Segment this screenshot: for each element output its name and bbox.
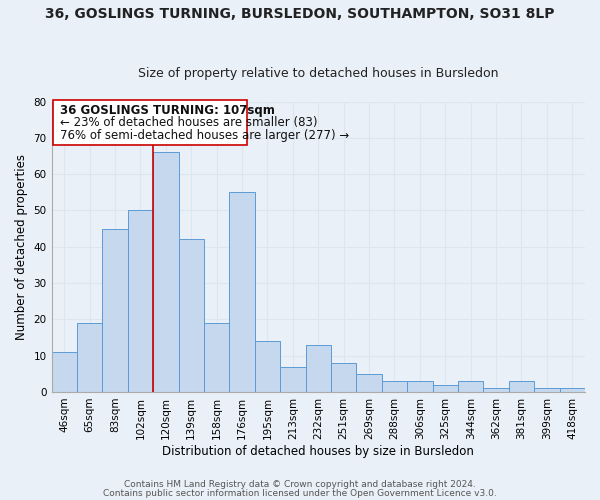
Title: Size of property relative to detached houses in Bursledon: Size of property relative to detached ho…: [138, 66, 499, 80]
Bar: [407, 381, 433, 392]
Bar: [509, 381, 534, 392]
Bar: [255, 341, 280, 392]
Bar: [280, 366, 305, 392]
Bar: [305, 345, 331, 392]
Bar: [382, 381, 407, 392]
Bar: [356, 374, 382, 392]
Bar: [52, 352, 77, 392]
Bar: [560, 388, 585, 392]
X-axis label: Distribution of detached houses by size in Bursledon: Distribution of detached houses by size …: [163, 444, 474, 458]
Bar: [433, 384, 458, 392]
Text: 36, GOSLINGS TURNING, BURSLEDON, SOUTHAMPTON, SO31 8LP: 36, GOSLINGS TURNING, BURSLEDON, SOUTHAM…: [45, 8, 555, 22]
Bar: [179, 240, 204, 392]
Bar: [458, 381, 484, 392]
Bar: [229, 192, 255, 392]
Text: ← 23% of detached houses are smaller (83): ← 23% of detached houses are smaller (83…: [61, 116, 318, 129]
Bar: [204, 323, 229, 392]
Bar: [484, 388, 509, 392]
Bar: [103, 228, 128, 392]
Bar: [77, 323, 103, 392]
Bar: [128, 210, 153, 392]
Text: Contains HM Land Registry data © Crown copyright and database right 2024.: Contains HM Land Registry data © Crown c…: [124, 480, 476, 489]
Text: Contains public sector information licensed under the Open Government Licence v3: Contains public sector information licen…: [103, 488, 497, 498]
Bar: [331, 363, 356, 392]
Bar: [534, 388, 560, 392]
Y-axis label: Number of detached properties: Number of detached properties: [15, 154, 28, 340]
Bar: [153, 152, 179, 392]
Text: 36 GOSLINGS TURNING: 107sqm: 36 GOSLINGS TURNING: 107sqm: [61, 104, 275, 117]
FancyBboxPatch shape: [53, 100, 247, 145]
Text: 76% of semi-detached houses are larger (277) →: 76% of semi-detached houses are larger (…: [61, 128, 350, 141]
